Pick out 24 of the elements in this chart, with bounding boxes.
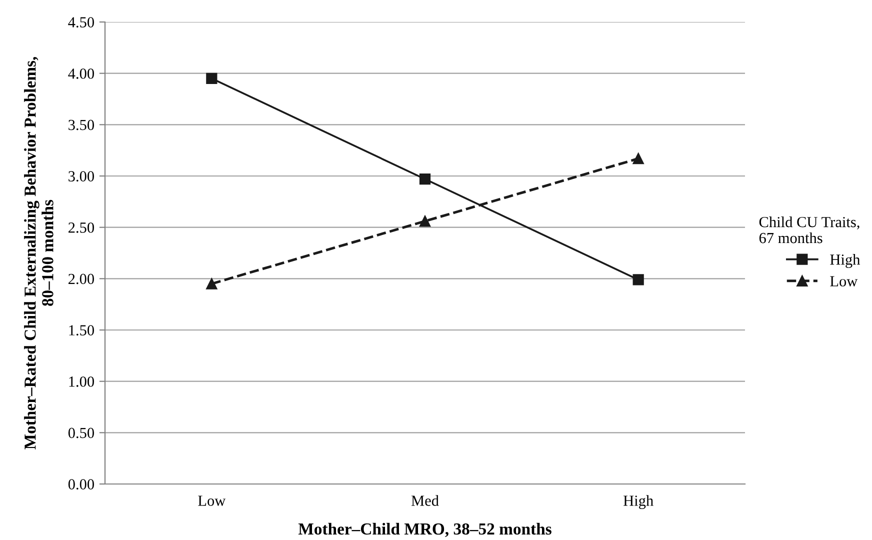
y-tick-label: 4.50	[68, 17, 94, 28]
point	[419, 174, 431, 185]
x-tick-label: Low	[198, 496, 226, 506]
y-tick-label: 3.00	[68, 171, 94, 182]
point	[632, 274, 644, 286]
point	[632, 152, 644, 164]
y-axis-title: Mother–Rated Child Externalizing Behavior Problems, 80–100 months	[24, 56, 54, 450]
x-tick-label: Med	[411, 495, 439, 506]
x-axis-title: Mother–Child MRO, 38–52 months	[298, 522, 552, 538]
y-tick-label: 4.00	[68, 68, 94, 79]
y-tick-label: 3.50	[68, 120, 94, 130]
y-tick-label: 0.50	[68, 428, 94, 438]
legend-label: Low	[830, 276, 858, 286]
legend-title: Child CU Traits, 67 months	[759, 216, 860, 244]
legend-label: High	[830, 254, 860, 268]
point	[206, 72, 218, 84]
point	[419, 216, 431, 227]
y-tick-label: 1.50	[69, 325, 94, 336]
y-tick-label: 0.00	[68, 479, 94, 490]
y-tick-label: 1.00	[69, 376, 94, 387]
y-tick-label: 2.50	[68, 222, 94, 233]
y-tick-label: 2.00	[68, 274, 94, 284]
point	[206, 278, 218, 290]
x-tick-label: High	[623, 495, 654, 510]
